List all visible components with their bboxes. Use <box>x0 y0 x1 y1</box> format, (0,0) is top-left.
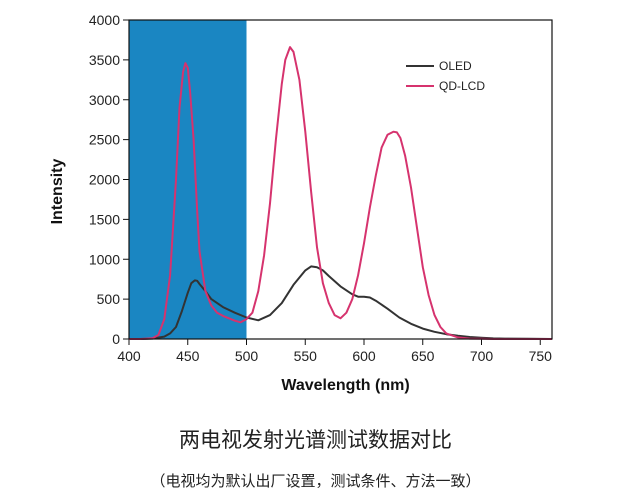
x-tick-label: 400 <box>117 348 141 364</box>
y-tick-label: 3000 <box>89 92 120 108</box>
y-tick-label: 1000 <box>89 251 120 267</box>
legend-label-oled: OLED <box>439 59 472 73</box>
y-tick-label: 3500 <box>89 52 120 68</box>
legend: OLED QD-LCD <box>406 59 485 93</box>
x-tick-label: 700 <box>470 348 494 364</box>
x-tick-label: 450 <box>176 348 200 364</box>
x-tick-label: 500 <box>235 348 259 364</box>
x-axis-title: Wavelength (nm) <box>281 377 409 394</box>
x-tick-label: 650 <box>411 348 435 364</box>
figure-caption: 两电视发射光谱测试数据对比 <box>179 428 452 452</box>
y-tick-label: 1500 <box>89 211 120 227</box>
y-tick-label: 2500 <box>89 132 120 148</box>
y-tick-label: 500 <box>97 291 121 307</box>
series-line-oled <box>129 265 553 340</box>
y-tick-label: 2000 <box>89 172 120 188</box>
x-tick-label: 550 <box>294 348 318 364</box>
emission-spectra-chart: 400 450 500 550 600 650 700 750 0 500 1000 1500 2000… <box>49 12 553 394</box>
figure-caption-note: （电视均为默认出厂设置，测试条件、方法一致） <box>150 472 481 490</box>
y-tick-label: 4000 <box>89 12 120 28</box>
y-tick-label: 0 <box>112 331 120 347</box>
series-line-qd-lcd <box>129 46 552 340</box>
x-tick-label: 600 <box>352 348 376 364</box>
x-tick-label: 750 <box>529 348 553 364</box>
plot-frame <box>128 19 553 340</box>
legend-label-qd-lcd: QD-LCD <box>439 79 485 93</box>
y-axis-title: Intensity <box>49 159 66 225</box>
